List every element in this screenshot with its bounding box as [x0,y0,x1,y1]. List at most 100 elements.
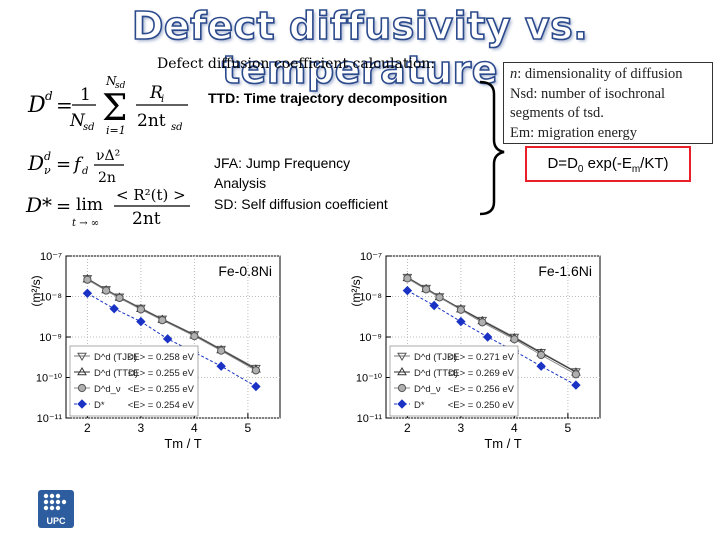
y-tick-label: 10⁻⁹ [39,332,62,344]
svg-text:1: 1 [80,85,91,105]
chart-title: Fe-0.8Ni [218,263,272,279]
legend-energy: <E> = 0.271 eV [448,352,515,363]
svg-text:=: = [56,154,71,175]
svg-text:UPC: UPC [46,516,66,526]
data-point [482,332,493,342]
legend-energy: <E> = 0.269 eV [448,368,515,379]
svg-text:d: d [82,166,88,177]
data-point [216,361,226,371]
y-tick-label: 10⁻⁹ [359,332,382,344]
legend-box [389,345,519,417]
y-axis-label: (m²/s) [29,275,43,306]
sd-note: SD: Self diffusion coefficient [214,196,388,212]
legend-series-name: D^d (TJD) [414,352,457,363]
legend-series-name: D^d_ν [414,384,441,395]
data-point [83,275,92,284]
ttd-note: TTD: Time trajectory decomposition [208,90,448,106]
data-point [478,318,487,327]
legend-marker [397,399,407,409]
chart-title: Fe-1.6Ni [538,263,592,279]
definition-em: Em: migration energy [510,124,637,141]
legend-marker [397,367,407,376]
definitions-box: n: dimensionality of diffusion Nsd: numb… [503,62,713,144]
definition-nsd: Nsd: number of isochronal [510,85,666,102]
legend-energy: <E> = 0.254 eV [128,400,195,411]
upc-logo: UPC [38,490,74,528]
svg-text:D: D [27,151,44,175]
y-tick-label: 10⁻⁷ [40,251,62,263]
legend-energy: <E> = 0.255 eV [128,384,195,395]
svg-text:D: D [27,93,46,118]
data-point [429,300,439,311]
data-point [402,285,413,296]
y-tick-label: 10⁻⁸ [359,292,382,304]
equation-diffusion-coefficient-ttd: D d = 1 N sd N sd Σ i=1 R i 2nt sd [27,74,188,137]
svg-text:2n: 2n [98,170,116,186]
plot-fe-1-6ni: 10⁻⁷ 10⁻⁸ 10⁻⁹ 10⁻¹⁰ 10⁻¹¹ 2 3 4 5 (m²/s) Tm / T Fe… [349,251,601,451]
data-point [422,285,431,294]
svg-text:ν: ν [44,164,51,177]
data-point [456,305,466,314]
data-point [217,346,226,355]
data-point [136,305,146,314]
plot-fe-0-8ni: 10⁻⁷ 10⁻⁸ 10⁻⁹ 10⁻¹⁰ 10⁻¹¹ 2 3 4 5 (m²/s) Tm / T Fe… [29,251,281,451]
slide-subtitle: Defect diffusion coefficient calculation… [157,56,436,72]
svg-text:2nt: 2nt [137,111,166,131]
legend-marker [77,367,87,376]
series-2 [403,274,581,379]
data-point [571,370,581,379]
svg-text:t → ∞: t → ∞ [72,218,99,229]
y-tick-label: 10⁻⁸ [39,292,62,304]
definition-tsd: segments of tsd. [510,105,604,121]
x-tick-label: 2 [404,421,411,435]
legend-marker [77,352,87,361]
legend-energy: <E> = 0.250 eV [448,400,515,411]
svg-text:νΔ²: νΔ² [96,148,120,164]
svg-text:sd: sd [115,81,126,91]
svg-text:=: = [56,93,73,117]
x-tick-label: 4 [511,421,518,435]
x-tick-label: 5 [565,421,572,435]
legend-series-name: D* [414,400,425,411]
legend-marker [77,383,87,393]
svg-text:< R²(t) >: < R²(t) > [116,186,186,204]
series-2 [83,275,261,375]
x-tick-label: 3 [138,421,145,435]
data-point [536,361,546,371]
legend-energy: <E> = 0.258 eV [128,352,195,363]
definition-n: n: dimensionality of diffusion [510,66,683,82]
legend-series-name: D^d (TTD) [414,368,458,379]
legend-box [69,345,199,417]
svg-text:sd: sd [83,122,95,133]
data-point [109,303,119,314]
y-axis-label: (m²/s) [349,275,363,306]
data-point [571,380,581,390]
svg-text:Σ: Σ [102,88,127,129]
y-tick-label: 10⁻¹⁰ [356,373,383,385]
equation-diffusion-coefficient-jfa: D d ν = f d νΔ² 2n [27,148,124,186]
data-point [435,293,444,302]
svg-text:i=1: i=1 [106,124,126,137]
legend-energy: <E> = 0.256 eV [448,384,515,395]
slide-title: Defect diffusivity vs. temperature [131,3,589,93]
data-point [510,335,519,344]
data-point [102,286,111,295]
legend-marker [397,352,407,361]
data-point [456,316,466,327]
y-tick-label: 10⁻¹⁰ [36,373,63,385]
legend-marker [77,399,87,409]
x-axis-label: Tm / T [484,436,521,451]
svg-text:lim: lim [76,195,103,215]
svg-text:D*: D* [25,193,52,217]
x-tick-label: 2 [84,421,91,435]
svg-text:N: N [69,111,86,131]
right-brace [479,80,505,216]
legend-series-name: D^d (TJD) [94,352,137,363]
svg-text:d: d [45,89,53,103]
legend-series-name: D^d_ν [94,384,121,395]
y-tick-label: 10⁻⁷ [360,251,382,263]
equation-self-diffusion-coefficient: D* = lim t → ∞ < R²(t) > 2nt [25,186,190,229]
legend-marker [397,383,407,393]
arrhenius-formula-box: D=D0 exp(-Em/KT) [525,146,691,182]
data-point [190,332,199,341]
